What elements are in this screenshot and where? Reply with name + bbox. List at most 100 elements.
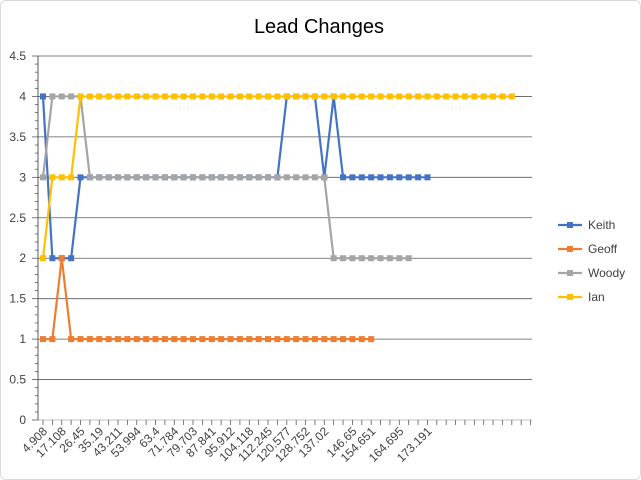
data-point bbox=[283, 174, 290, 181]
data-point bbox=[199, 93, 206, 100]
data-point bbox=[330, 255, 337, 262]
data-point bbox=[358, 336, 365, 343]
data-point bbox=[461, 93, 468, 100]
data-point bbox=[208, 93, 215, 100]
data-point bbox=[311, 174, 318, 181]
data-point bbox=[377, 93, 384, 100]
data-point bbox=[77, 93, 84, 100]
data-point bbox=[386, 255, 393, 262]
data-point bbox=[40, 336, 46, 343]
data-point bbox=[283, 336, 290, 343]
data-point bbox=[77, 174, 84, 181]
legend-label: Keith bbox=[588, 218, 615, 232]
data-point bbox=[86, 174, 93, 181]
data-point bbox=[246, 174, 253, 181]
data-point bbox=[415, 93, 422, 100]
data-point bbox=[171, 336, 178, 343]
data-point bbox=[358, 255, 365, 262]
legend: Keith Geoff Woody Ian bbox=[558, 218, 625, 304]
data-point bbox=[321, 93, 328, 100]
data-point bbox=[405, 174, 412, 181]
data-point bbox=[143, 336, 150, 343]
data-point bbox=[96, 174, 103, 181]
data-point bbox=[274, 174, 281, 181]
data-point bbox=[171, 93, 178, 100]
data-point bbox=[246, 336, 253, 343]
data-point bbox=[190, 336, 197, 343]
data-point bbox=[293, 336, 300, 343]
data-point bbox=[180, 174, 187, 181]
data-point bbox=[255, 174, 262, 181]
chart-title: Lead Changes bbox=[254, 16, 384, 38]
data-point bbox=[58, 174, 65, 181]
y-tick-label: 3 bbox=[19, 170, 26, 184]
legend-entry-woody: Woody bbox=[558, 266, 625, 280]
data-point bbox=[68, 255, 75, 262]
y-tick-label: 3.5 bbox=[9, 130, 26, 144]
data-point bbox=[96, 336, 103, 343]
data-point bbox=[105, 336, 112, 343]
data-point bbox=[115, 336, 122, 343]
data-point bbox=[321, 174, 328, 181]
data-point bbox=[161, 174, 168, 181]
data-point bbox=[265, 93, 272, 100]
data-point bbox=[124, 336, 131, 343]
legend-label: Geoff bbox=[588, 242, 618, 256]
data-point bbox=[349, 174, 356, 181]
data-point bbox=[124, 93, 131, 100]
data-point bbox=[49, 174, 56, 181]
data-point bbox=[124, 174, 131, 181]
data-point bbox=[368, 174, 375, 181]
data-point bbox=[49, 93, 56, 100]
data-point bbox=[236, 174, 243, 181]
y-tick-label: 4.5 bbox=[9, 49, 26, 63]
axes: 00.511.522.533.544.54.90817.10826.4535.1… bbox=[9, 49, 531, 465]
data-point bbox=[368, 336, 375, 343]
data-point bbox=[443, 93, 450, 100]
data-point bbox=[218, 93, 225, 100]
data-point bbox=[415, 174, 422, 181]
data-point bbox=[115, 174, 122, 181]
data-point bbox=[321, 336, 328, 343]
data-point bbox=[265, 174, 272, 181]
data-point bbox=[330, 93, 337, 100]
data-point bbox=[68, 336, 75, 343]
data-point bbox=[143, 174, 150, 181]
data-point bbox=[133, 93, 140, 100]
data-point bbox=[396, 93, 403, 100]
data-point bbox=[396, 255, 403, 262]
legend-marker bbox=[567, 294, 573, 300]
legend-marker bbox=[567, 246, 573, 252]
data-point bbox=[274, 93, 281, 100]
data-point bbox=[40, 174, 46, 181]
data-point bbox=[340, 174, 347, 181]
data-point bbox=[368, 93, 375, 100]
data-point bbox=[424, 93, 431, 100]
data-point bbox=[340, 93, 347, 100]
data-point bbox=[396, 174, 403, 181]
data-point bbox=[199, 336, 206, 343]
series-lines bbox=[40, 93, 515, 343]
data-point bbox=[283, 93, 290, 100]
data-point bbox=[508, 93, 515, 100]
data-point bbox=[105, 174, 112, 181]
data-point bbox=[171, 174, 178, 181]
data-point bbox=[58, 93, 65, 100]
y-tick-label: 2 bbox=[19, 251, 26, 265]
data-point bbox=[424, 174, 431, 181]
legend-entry-ian: Ian bbox=[558, 290, 605, 304]
data-point bbox=[49, 336, 56, 343]
data-point bbox=[180, 336, 187, 343]
data-point bbox=[490, 93, 497, 100]
data-point bbox=[340, 255, 347, 262]
data-point bbox=[77, 336, 84, 343]
data-point bbox=[190, 93, 197, 100]
data-point bbox=[471, 93, 478, 100]
data-point bbox=[190, 174, 197, 181]
data-point bbox=[208, 174, 215, 181]
y-tick-label: 0 bbox=[19, 413, 26, 427]
data-point bbox=[68, 93, 75, 100]
data-point bbox=[236, 336, 243, 343]
data-point bbox=[255, 93, 262, 100]
